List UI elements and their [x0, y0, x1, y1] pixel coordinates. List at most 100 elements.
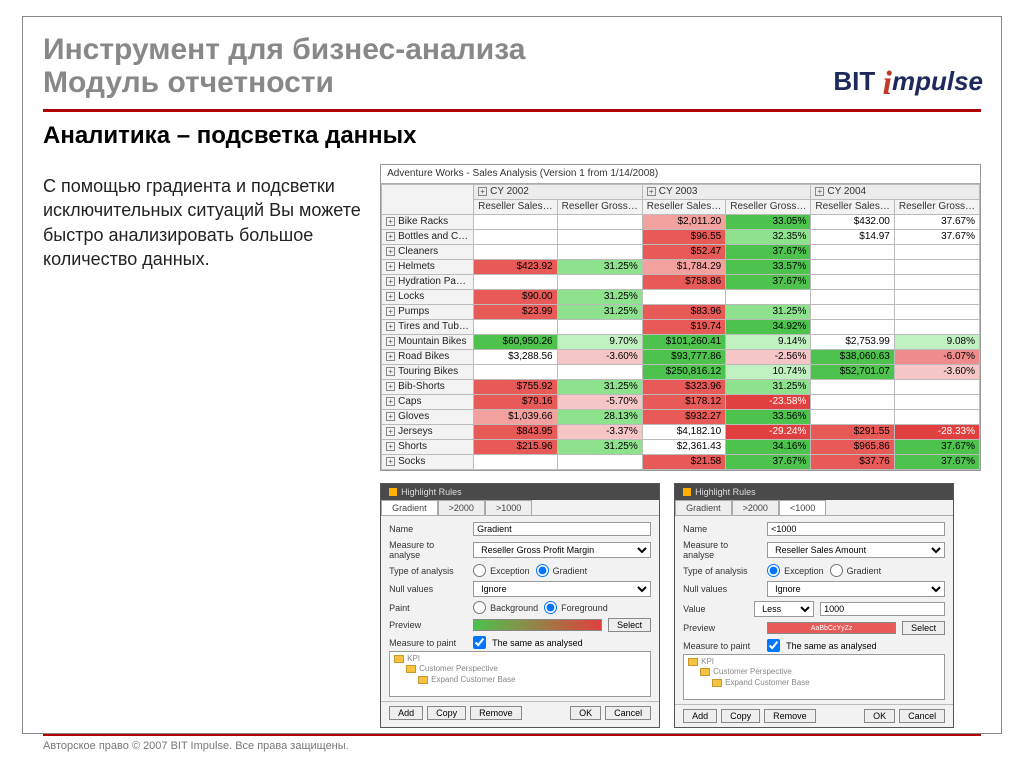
data-cell[interactable] [811, 245, 894, 260]
expand-icon[interactable]: + [386, 232, 395, 241]
measure-select[interactable]: Reseller Gross Profit Margin [473, 542, 651, 558]
data-cell[interactable]: $2,361.43 [642, 440, 725, 455]
row-label[interactable]: +Bib-Shorts [382, 380, 474, 395]
table-row[interactable]: +Hydration Packs $758.8637.67% [382, 275, 980, 290]
tab-gradient[interactable]: Gradient [675, 500, 732, 515]
row-label[interactable]: +Cleaners [382, 245, 474, 260]
data-cell[interactable]: $4,182.10 [642, 425, 725, 440]
data-cell[interactable] [894, 395, 979, 410]
table-row[interactable]: +Caps$79.16-5.70%$178.12-23.58% [382, 395, 980, 410]
table-row[interactable]: +Pumps$23.9931.25%$83.9631.25% [382, 305, 980, 320]
data-cell[interactable]: 31.25% [557, 440, 642, 455]
tab-2000[interactable]: >2000 [732, 500, 779, 515]
data-cell[interactable]: 34.92% [726, 320, 811, 335]
data-cell[interactable]: 37.67% [894, 440, 979, 455]
measure-tree[interactable]: KPI Customer Perspective Expand Customer… [683, 654, 945, 700]
data-cell[interactable]: $96.55 [642, 230, 725, 245]
row-label[interactable]: +Helmets [382, 260, 474, 275]
data-cell[interactable]: $215.96 [474, 440, 557, 455]
data-cell[interactable]: 37.67% [726, 275, 811, 290]
data-cell[interactable]: -23.58% [726, 395, 811, 410]
column-header[interactable]: Reseller Sales… [811, 200, 894, 215]
ok-button[interactable]: OK [864, 709, 895, 723]
table-row[interactable]: +Shorts$215.9631.25%$2,361.4334.16%$965.… [382, 440, 980, 455]
data-cell[interactable]: $93,777.86 [642, 350, 725, 365]
data-cell[interactable] [811, 380, 894, 395]
tab-gradient[interactable]: Gradient [381, 500, 438, 515]
data-cell[interactable] [811, 395, 894, 410]
data-cell[interactable] [557, 230, 642, 245]
table-row[interactable]: +Socks$21.5837.67%$37.7637.67% [382, 455, 980, 470]
select-button[interactable]: Select [902, 621, 945, 635]
data-cell[interactable] [474, 230, 557, 245]
data-cell[interactable] [811, 410, 894, 425]
data-cell[interactable] [894, 410, 979, 425]
measure-tree[interactable]: KPI Customer Perspective Expand Customer… [389, 651, 651, 697]
data-cell[interactable]: $178.12 [642, 395, 725, 410]
data-cell[interactable] [557, 455, 642, 470]
column-header[interactable]: Reseller Gross… [894, 200, 979, 215]
data-cell[interactable] [474, 455, 557, 470]
data-cell[interactable]: $1,039.66 [474, 410, 557, 425]
data-cell[interactable]: $60,950.26 [474, 335, 557, 350]
data-cell[interactable]: 9.08% [894, 335, 979, 350]
row-label[interactable]: +Pumps [382, 305, 474, 320]
data-cell[interactable] [811, 260, 894, 275]
table-row[interactable]: +Locks$90.0031.25% [382, 290, 980, 305]
type-exception-radio[interactable] [767, 564, 780, 577]
data-cell[interactable]: -3.37% [557, 425, 642, 440]
data-cell[interactable] [894, 260, 979, 275]
expand-icon[interactable]: + [386, 457, 395, 466]
row-label[interactable]: +Hydration Packs [382, 275, 474, 290]
expand-icon[interactable]: + [386, 307, 395, 316]
data-cell[interactable]: 31.25% [557, 380, 642, 395]
data-cell[interactable]: $3,288.56 [474, 350, 557, 365]
data-cell[interactable] [811, 320, 894, 335]
expand-icon[interactable]: + [386, 367, 395, 376]
null-select[interactable]: Ignore [767, 581, 945, 597]
data-cell[interactable]: 33.57% [726, 260, 811, 275]
table-row[interactable]: +Bottles and Cag…$96.5532.35%$14.9737.67… [382, 230, 980, 245]
expand-icon[interactable]: + [386, 337, 395, 346]
data-cell[interactable] [474, 275, 557, 290]
column-header[interactable]: Reseller Gross… [557, 200, 642, 215]
data-cell[interactable]: -3.60% [894, 365, 979, 380]
data-cell[interactable]: $758.86 [642, 275, 725, 290]
data-cell[interactable]: 37.67% [894, 230, 979, 245]
data-cell[interactable]: 9.70% [557, 335, 642, 350]
same-as-analysed-checkbox[interactable] [473, 636, 486, 649]
data-cell[interactable]: $83.96 [642, 305, 725, 320]
paint-bg-radio[interactable] [473, 601, 486, 614]
dialog-titlebar[interactable]: Highlight Rules [381, 484, 659, 500]
data-cell[interactable] [811, 290, 894, 305]
data-cell[interactable] [557, 275, 642, 290]
tab-2000[interactable]: >2000 [438, 500, 485, 515]
expand-icon[interactable]: + [478, 187, 487, 196]
table-row[interactable]: +Helmets$423.9231.25%$1,784.2933.57% [382, 260, 980, 275]
data-cell[interactable]: 9.14% [726, 335, 811, 350]
data-cell[interactable]: $37.76 [811, 455, 894, 470]
data-cell[interactable]: $52.47 [642, 245, 725, 260]
expand-icon[interactable]: + [647, 187, 656, 196]
null-select[interactable]: Ignore [473, 581, 651, 597]
table-row[interactable]: +Tires and Tubes$19.7434.92% [382, 320, 980, 335]
data-cell[interactable]: -5.70% [557, 395, 642, 410]
data-cell[interactable]: $291.55 [811, 425, 894, 440]
copy-button[interactable]: Copy [721, 709, 760, 723]
table-row[interactable]: +Cleaners$52.4737.67% [382, 245, 980, 260]
table-row[interactable]: +Touring Bikes$250,816.1210.74%$52,701.0… [382, 365, 980, 380]
data-cell[interactable] [557, 245, 642, 260]
data-cell[interactable]: -6.07% [894, 350, 979, 365]
row-label[interactable]: +Road Bikes [382, 350, 474, 365]
data-cell[interactable]: 31.25% [726, 305, 811, 320]
name-field[interactable] [767, 522, 945, 536]
add-button[interactable]: Add [389, 706, 423, 720]
cancel-button[interactable]: Cancel [605, 706, 651, 720]
data-cell[interactable]: $843.95 [474, 425, 557, 440]
column-header[interactable]: Reseller Sales… [642, 200, 725, 215]
data-cell[interactable]: $79.16 [474, 395, 557, 410]
data-cell[interactable]: $2,753.99 [811, 335, 894, 350]
copy-button[interactable]: Copy [427, 706, 466, 720]
data-cell[interactable]: $19.74 [642, 320, 725, 335]
data-cell[interactable] [557, 365, 642, 380]
